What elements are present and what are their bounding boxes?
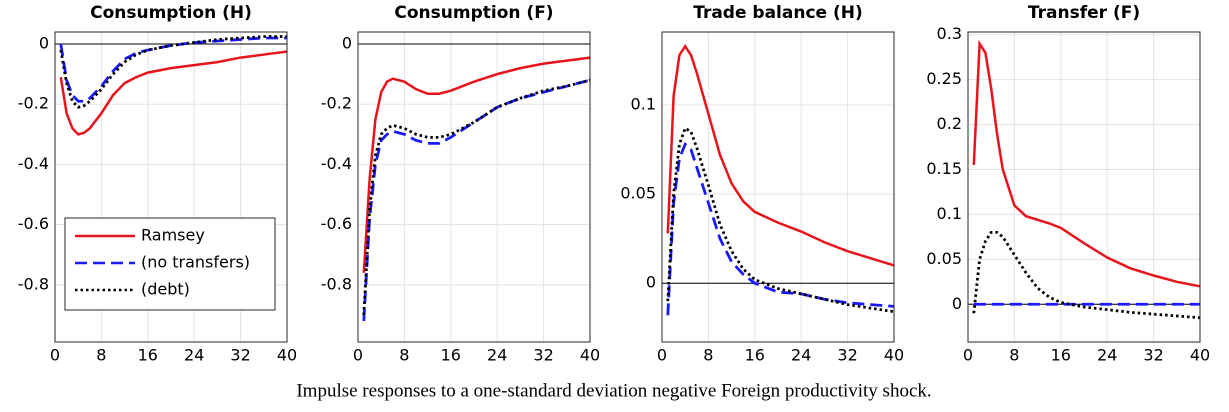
legend-label: Ramsey [141,226,205,245]
series-line [972,230,1201,320]
subplot-title: Transfer (F) [1028,3,1140,23]
x-tick-label: 32 [533,346,553,365]
x-tick-label: 8 [1009,346,1019,365]
series-line [666,126,895,314]
y-tick-label: -0.4 [321,154,352,173]
series-line [59,35,287,109]
x-tick-label: 40 [1190,346,1210,365]
y-tick-label: 0.1 [631,95,656,114]
x-tick-label: 0 [50,346,60,365]
series-line [362,56,591,273]
x-tick-label: 16 [745,346,765,365]
y-tick-label: -0.6 [18,214,49,233]
x-tick-label: 8 [703,346,713,365]
axes-box [967,31,1201,343]
y-tick-label: -0.8 [18,274,49,293]
y-tick-label: 0 [342,34,352,53]
axes-box [661,31,895,343]
x-tick-label: 16 [441,346,461,365]
series-line [59,36,287,103]
x-tick-label: 40 [277,346,297,365]
y-tick-label: -0.6 [321,214,352,233]
y-tick-label: -0.4 [18,154,49,173]
series-line [666,141,895,316]
y-tick-label: 0.1 [937,204,962,223]
subplot-title: Trade balance (H) [693,3,863,23]
x-tick-label: 24 [184,346,204,365]
x-tick-label: 16 [138,346,158,365]
subplot-title: Consumption (F) [394,3,553,23]
x-tick-label: 8 [96,346,106,365]
x-tick-label: 32 [1143,346,1163,365]
x-tick-label: 24 [487,346,507,365]
y-tick-label: 0.3 [937,24,962,43]
legend-label: (debt) [141,280,190,299]
x-tick-label: 0 [353,346,363,365]
y-tick-label: -0.2 [321,94,352,113]
axes-box [54,31,288,343]
series-line [972,39,1201,288]
y-tick-label: 0.25 [926,69,962,88]
x-tick-label: 40 [884,346,904,365]
subplot-title: Consumption (H) [90,3,252,23]
x-tick-label: 0 [963,346,973,365]
series-line [666,43,895,267]
y-tick-label: 0 [646,273,656,292]
x-tick-label: 16 [1051,346,1071,365]
series-line [362,78,591,322]
x-tick-label: 24 [791,346,811,365]
y-tick-label: 0.05 [926,249,962,268]
caption: Impulse responses to a one-standard devi… [296,380,931,401]
y-tick-label: -0.8 [321,274,352,293]
y-tick-label: 0 [952,294,962,313]
x-tick-label: 32 [837,346,857,365]
x-tick-label: 0 [657,346,667,365]
y-tick-label: 0.2 [937,114,962,133]
x-tick-label: 24 [1097,346,1117,365]
y-tick-label: -0.2 [18,94,49,113]
y-tick-label: 0 [39,34,49,53]
x-tick-label: 32 [230,346,250,365]
series-line [59,50,288,136]
y-tick-label: 0.15 [926,159,962,178]
legend-label: (no transfers) [141,253,250,272]
series-line [362,78,591,315]
y-tick-label: 0.05 [620,184,656,203]
x-tick-label: 40 [580,346,600,365]
x-tick-label: 8 [399,346,409,365]
axes-box [357,31,591,343]
